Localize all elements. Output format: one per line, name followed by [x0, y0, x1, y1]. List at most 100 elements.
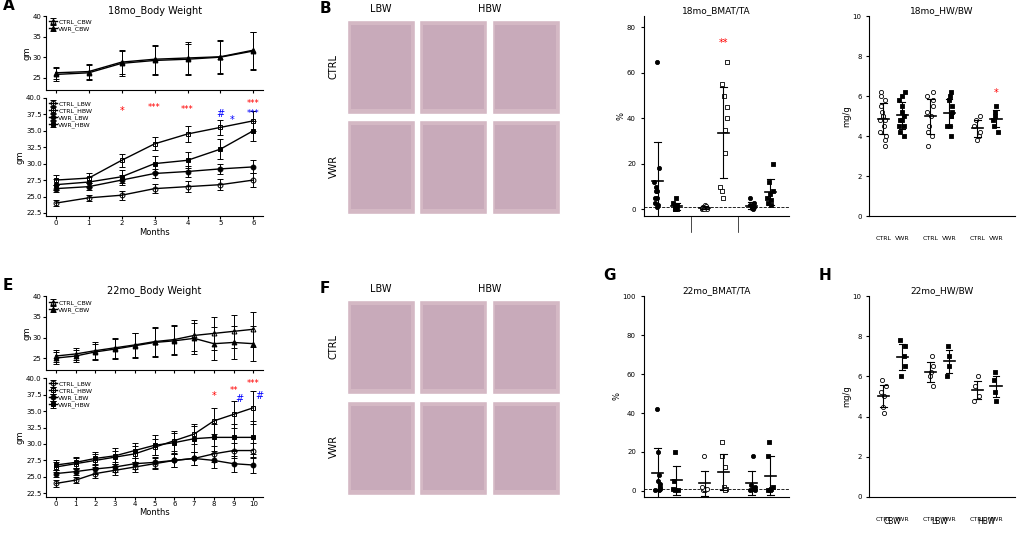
- Point: [648, 187, 664, 195]
- Bar: [423, 25, 483, 109]
- Text: F: F: [319, 281, 329, 296]
- Text: VWR: VWR: [941, 517, 956, 522]
- Text: ***: ***: [247, 379, 260, 388]
- Point: [940, 362, 956, 371]
- Point: [666, 203, 683, 211]
- Point: [715, 91, 732, 100]
- Bar: [495, 305, 555, 389]
- Y-axis label: gm: gm: [22, 327, 32, 340]
- Point: [695, 452, 711, 460]
- Point: [987, 102, 1004, 111]
- Point: [760, 438, 776, 446]
- Point: [668, 201, 685, 209]
- Point: [918, 92, 934, 100]
- Point: [713, 187, 730, 195]
- Point: [893, 92, 909, 100]
- Point: [666, 203, 683, 212]
- Point: [986, 396, 1003, 405]
- Point: [698, 204, 714, 213]
- Bar: [346, 120, 415, 214]
- Y-axis label: %: %: [611, 392, 621, 400]
- Point: [895, 112, 911, 120]
- Point: [743, 203, 759, 212]
- Bar: [423, 305, 483, 389]
- Point: [984, 116, 1001, 124]
- Point: [695, 205, 711, 213]
- X-axis label: Months: Months: [139, 228, 170, 237]
- Y-axis label: gm: gm: [22, 46, 32, 60]
- Point: [759, 486, 775, 494]
- Y-axis label: mg/g: mg/g: [842, 105, 851, 127]
- Y-axis label: mg/g: mg/g: [842, 386, 851, 407]
- Text: ***: ***: [148, 103, 161, 112]
- Text: CTRL: CTRL: [968, 517, 984, 522]
- Text: LBW: LBW: [370, 4, 391, 14]
- Point: [985, 376, 1002, 384]
- Point: [892, 372, 908, 381]
- Legend: CTRL_LBW, CTRL_HBW, VWR_LBW, VWR_HBW: CTRL_LBW, CTRL_HBW, VWR_LBW, VWR_HBW: [49, 101, 93, 128]
- Point: [871, 88, 888, 96]
- Point: [921, 112, 937, 120]
- Point: [648, 187, 664, 195]
- Text: ***: ***: [181, 105, 194, 114]
- Text: **: **: [229, 386, 237, 395]
- Point: [717, 103, 734, 111]
- Point: [716, 148, 733, 157]
- Point: [971, 112, 987, 120]
- Point: [745, 198, 761, 207]
- Point: [648, 57, 664, 66]
- Point: [944, 102, 960, 111]
- Point: [667, 204, 684, 213]
- Point: [872, 108, 889, 116]
- Text: *: *: [211, 391, 216, 401]
- Point: [970, 392, 986, 400]
- Text: CTRL: CTRL: [874, 517, 891, 522]
- Point: [694, 483, 710, 491]
- Point: [664, 477, 681, 485]
- Point: [665, 447, 682, 456]
- Point: [693, 205, 709, 213]
- Point: [667, 194, 684, 202]
- Bar: [351, 405, 411, 490]
- Text: VWR: VWR: [329, 155, 338, 178]
- X-axis label: Months: Months: [139, 508, 170, 517]
- Point: [919, 142, 935, 151]
- Text: CTRL: CTRL: [921, 237, 937, 241]
- Point: [694, 203, 710, 211]
- Point: [717, 114, 734, 123]
- Point: [717, 57, 734, 66]
- Title: 22mo_Body Weight: 22mo_Body Weight: [107, 286, 202, 296]
- Point: [742, 481, 758, 489]
- Text: VWR: VWR: [894, 517, 909, 522]
- Point: [871, 116, 888, 124]
- Point: [874, 112, 891, 120]
- Point: [649, 477, 665, 485]
- Text: CBW: CBW: [883, 517, 901, 525]
- Point: [716, 485, 733, 494]
- Point: [944, 108, 960, 116]
- Point: [712, 452, 729, 460]
- Point: [923, 352, 940, 361]
- Point: [920, 372, 936, 381]
- Text: G: G: [602, 269, 614, 284]
- Point: [763, 187, 780, 195]
- Text: HBW: HBW: [478, 4, 501, 14]
- Point: [666, 205, 683, 213]
- Bar: [491, 301, 559, 395]
- Point: [646, 178, 662, 186]
- Point: [651, 484, 667, 493]
- Point: [968, 136, 984, 145]
- Y-axis label: %: %: [615, 112, 625, 120]
- Point: [942, 132, 958, 140]
- Point: [896, 88, 912, 96]
- Point: [647, 194, 663, 202]
- Text: H: H: [817, 269, 830, 284]
- Point: [695, 484, 711, 493]
- Point: [741, 194, 757, 202]
- Text: #: #: [235, 395, 244, 404]
- Point: [650, 471, 666, 480]
- Point: [651, 483, 667, 491]
- Point: [759, 198, 775, 207]
- Point: [693, 203, 709, 212]
- Point: [965, 122, 981, 130]
